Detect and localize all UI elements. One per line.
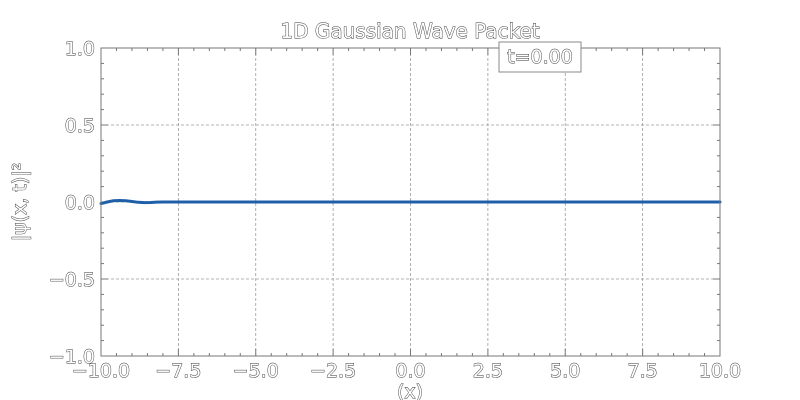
x-axis-label: (x) xyxy=(397,381,423,400)
y-axis-label: |ψ(x, t)|² xyxy=(9,163,31,242)
x-tick-label: 10.0 xyxy=(699,360,741,382)
series-layer xyxy=(99,198,722,206)
time-annotation-text: t=0.00 xyxy=(507,46,573,68)
y-tick-labels: −1.0 −0.5 0.0 0.5 1.0 xyxy=(48,38,95,369)
x-tick-label: −10.0 xyxy=(72,360,130,382)
x-tick-label: 2.5 xyxy=(473,360,503,382)
y-tick-label: 0.5 xyxy=(65,115,95,137)
plot-frame xyxy=(100,47,721,357)
chart-title: 1D Gaussian Wave Packet xyxy=(280,19,539,43)
x-tick-label: 7.5 xyxy=(628,360,658,382)
x-tick-label: 0.0 xyxy=(395,360,425,382)
time-annotation: t=0.00 xyxy=(498,41,582,73)
y-tick-label: 0.0 xyxy=(65,192,95,214)
x-tick-label: −5.0 xyxy=(233,360,279,382)
time-annotation-box xyxy=(498,41,582,73)
y-tick-label: 1.0 xyxy=(65,38,95,60)
x-tick-label: −7.5 xyxy=(155,360,201,382)
x-tick-label: 5.0 xyxy=(550,360,580,382)
y-tick-label: −1.0 xyxy=(49,346,95,368)
x-tick-labels: −10.0 −7.5 −5.0 −2.5 0.0 2.5 5.0 7.5 10.0 xyxy=(71,360,741,383)
x-tick-label: −2.5 xyxy=(310,360,356,382)
probability-density-line xyxy=(99,198,722,206)
y-tick-label: −0.5 xyxy=(49,269,95,291)
